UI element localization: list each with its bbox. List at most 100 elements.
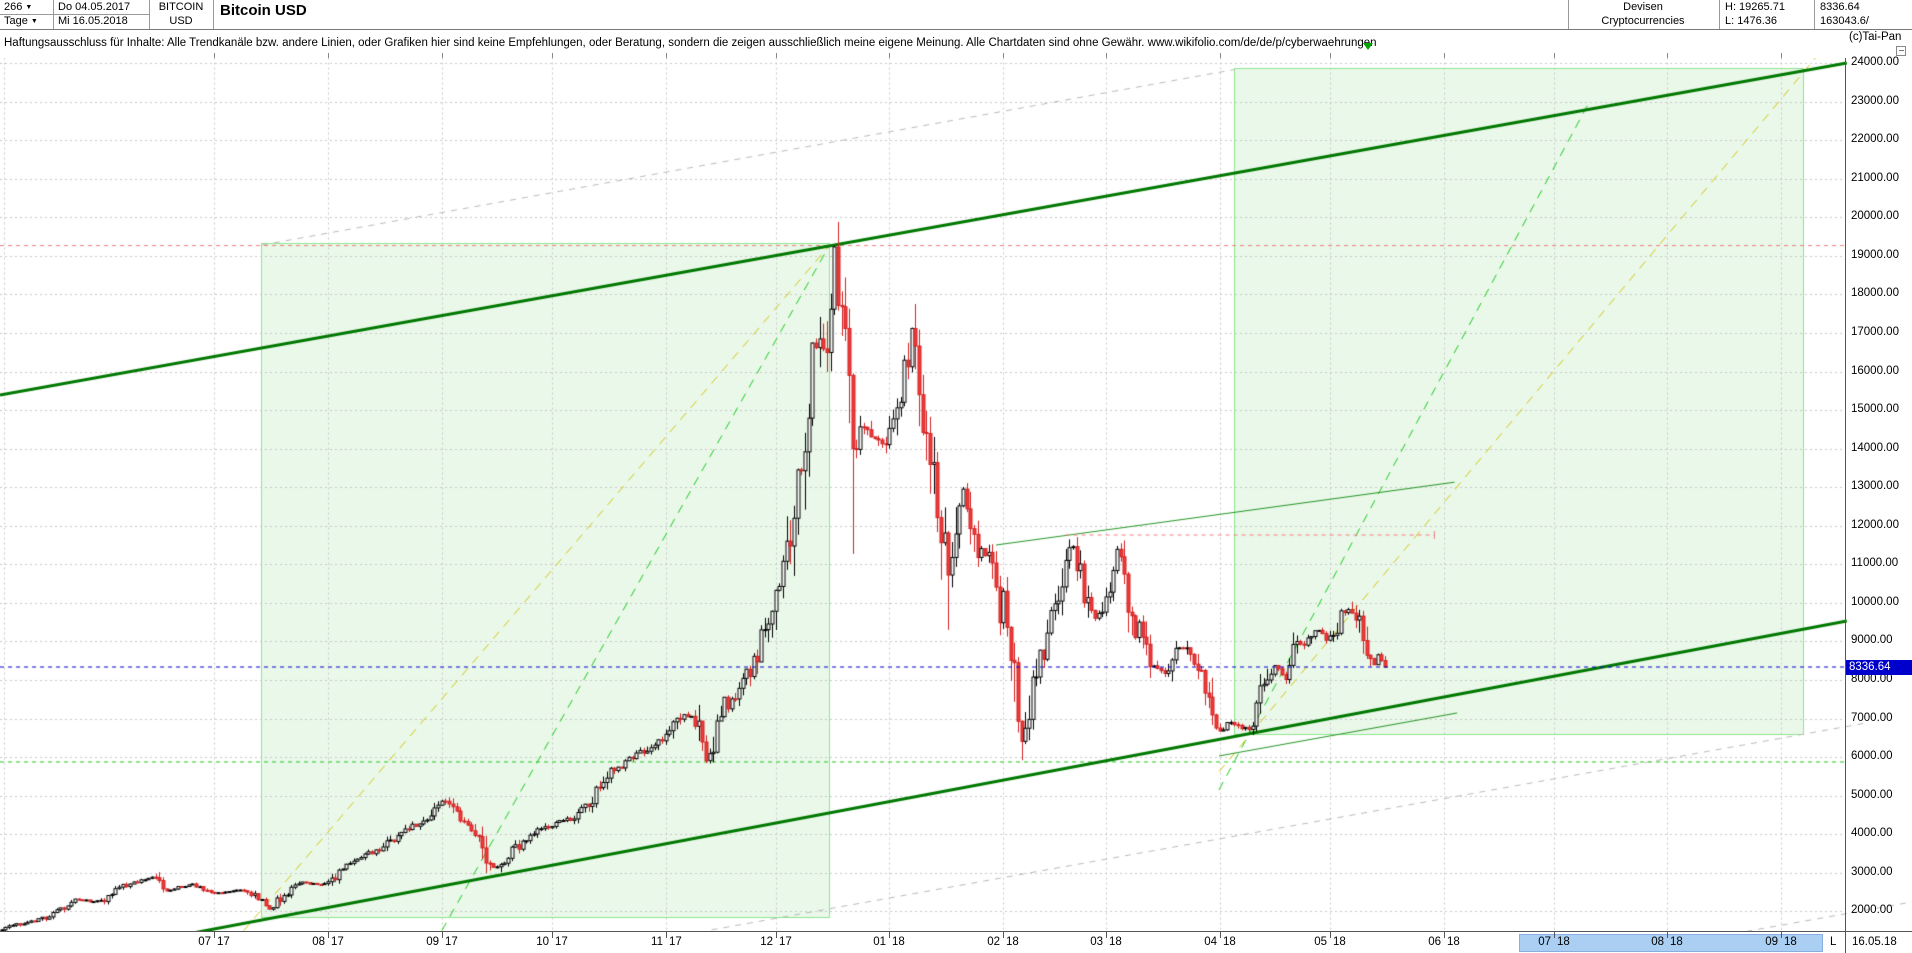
y-axis-label: 11000.00 xyxy=(1851,557,1899,570)
y-axis-label: 4000.00 xyxy=(1851,827,1893,840)
month-tick xyxy=(1554,932,1555,938)
top-month-tick xyxy=(889,53,890,58)
year-label: 17 xyxy=(669,936,682,948)
year-label: 17 xyxy=(555,936,568,948)
month-tick xyxy=(214,932,215,938)
y-axis-label: 7000.00 xyxy=(1851,711,1893,724)
chart-header: 266 ▼ Tage ▼ Do 04.05.2017 Mi 16.05.2018 B… xyxy=(0,0,1912,30)
divider xyxy=(1719,0,1720,29)
divider xyxy=(0,14,149,15)
year-label: 18 xyxy=(1109,936,1122,948)
top-month-tick xyxy=(1781,53,1782,58)
year-label: 18 xyxy=(892,936,905,948)
chevron-down-icon: ▼ xyxy=(25,4,33,11)
month-label: 10 xyxy=(536,936,549,948)
top-month-tick xyxy=(442,53,443,58)
month-tick xyxy=(1667,932,1668,938)
top-month-tick xyxy=(328,53,329,58)
divider xyxy=(213,0,214,29)
y-axis-label: 9000.00 xyxy=(1851,634,1893,647)
y-axis-label: 8000.00 xyxy=(1851,673,1893,685)
month-label: 05 xyxy=(1314,936,1327,948)
year-label: 18 xyxy=(1333,936,1346,948)
y-axis-label: 17000.00 xyxy=(1851,325,1899,338)
collapse-box-icon[interactable] xyxy=(1896,46,1906,56)
month-label: 01 xyxy=(873,936,886,948)
divider xyxy=(1568,0,1569,29)
month-label: 08 xyxy=(1651,936,1664,948)
period-count-dropdown[interactable]: 266 ▼ xyxy=(4,1,32,14)
top-month-tick xyxy=(776,53,777,58)
month-label: 02 xyxy=(987,936,1000,948)
period-high: H: 19265.71 xyxy=(1725,1,1785,13)
symbol-currency: USD xyxy=(169,15,193,27)
timeframe-dropdown[interactable]: Tage ▼ xyxy=(4,15,38,28)
month-label: 11 xyxy=(651,936,663,948)
month-tick xyxy=(889,932,890,938)
disclaimer-text: Haftungsausschluss für Inhalte: Alle Tre… xyxy=(4,37,1377,49)
y-axis-label: 6000.00 xyxy=(1851,750,1893,763)
month-label: 04 xyxy=(1204,936,1217,948)
month-tick xyxy=(1330,932,1331,938)
y-axis-label: 3000.00 xyxy=(1851,865,1893,878)
month-tick xyxy=(1781,932,1782,938)
top-month-tick xyxy=(1444,53,1445,58)
y-axis-label: 24000.00 xyxy=(1851,56,1899,68)
month-tick xyxy=(552,932,553,938)
y-axis-label: 18000.00 xyxy=(1851,287,1899,300)
y-axis-label: 19000.00 xyxy=(1851,248,1899,261)
period-count-value: 266 xyxy=(4,1,23,13)
symbol-name: BITCOIN xyxy=(158,1,204,13)
month-label: 09 xyxy=(426,936,439,948)
top-month-tick xyxy=(1220,53,1221,58)
divider xyxy=(149,0,150,29)
timeframe-value: Tage xyxy=(4,15,28,27)
year-label: 18 xyxy=(1006,936,1019,948)
end-date[interactable]: Mi 16.05.2018 xyxy=(58,15,128,27)
chevron-down-icon: ▼ xyxy=(30,18,38,25)
y-axis-border xyxy=(1845,58,1846,932)
y-axis-label: 23000.00 xyxy=(1851,94,1899,107)
year-label: 17 xyxy=(217,936,230,948)
month-label: 03 xyxy=(1090,936,1103,948)
y-axis-label: 13000.00 xyxy=(1851,480,1899,493)
top-month-tick xyxy=(552,53,553,58)
y-axis-label: 10000.00 xyxy=(1851,595,1899,608)
year-label: 17 xyxy=(331,936,344,948)
last-price-value: 8336.64 xyxy=(1820,1,1860,13)
last-date-label: 16.05.18 xyxy=(1852,936,1897,948)
y-axis-label: 21000.00 xyxy=(1851,171,1899,184)
month-label: 12 xyxy=(760,936,773,948)
top-month-tick xyxy=(666,53,667,58)
disclaimer-bar: Haftungsausschluss für Inhalte: Alle Tre… xyxy=(0,30,1912,58)
year-label: 18 xyxy=(1557,936,1570,948)
y-axis-label: 12000.00 xyxy=(1851,518,1899,531)
y-axis-label: 20000.00 xyxy=(1851,210,1899,223)
month-label: 09 xyxy=(1765,936,1778,948)
month-label: 06 xyxy=(1428,936,1441,948)
month-tick xyxy=(1220,932,1221,938)
last-marker-label: L xyxy=(1830,936,1837,948)
divider xyxy=(1814,0,1815,29)
month-tick xyxy=(1003,932,1004,938)
y-axis-label: 14000.00 xyxy=(1851,441,1899,454)
current-date-marker-icon xyxy=(1363,43,1373,50)
year-label: 17 xyxy=(779,936,792,948)
x-axis-bar: 07 17 08 17 09 17 10 17 11 17 12 17 01 18 02 18 03 18 04 18… xyxy=(0,931,1912,953)
volume-value: 163043.6/ xyxy=(1820,15,1869,27)
month-tick xyxy=(666,932,667,938)
year-label: 18 xyxy=(1784,936,1797,948)
top-month-tick xyxy=(1667,53,1668,58)
start-date[interactable]: Do 04.05.2017 xyxy=(58,1,131,13)
last-price-badge: 8336.64 xyxy=(1846,660,1912,675)
divider xyxy=(1845,932,1846,953)
month-tick xyxy=(776,932,777,938)
month-tick xyxy=(1106,932,1107,938)
price-chart-canvas[interactable] xyxy=(0,58,1912,932)
month-label: 08 xyxy=(312,936,325,948)
page-title: Bitcoin USD xyxy=(220,2,307,19)
top-month-tick xyxy=(1554,53,1555,58)
top-month-tick xyxy=(1106,53,1107,58)
top-month-tick xyxy=(214,53,215,58)
category-line1: Devisen xyxy=(1623,1,1663,13)
